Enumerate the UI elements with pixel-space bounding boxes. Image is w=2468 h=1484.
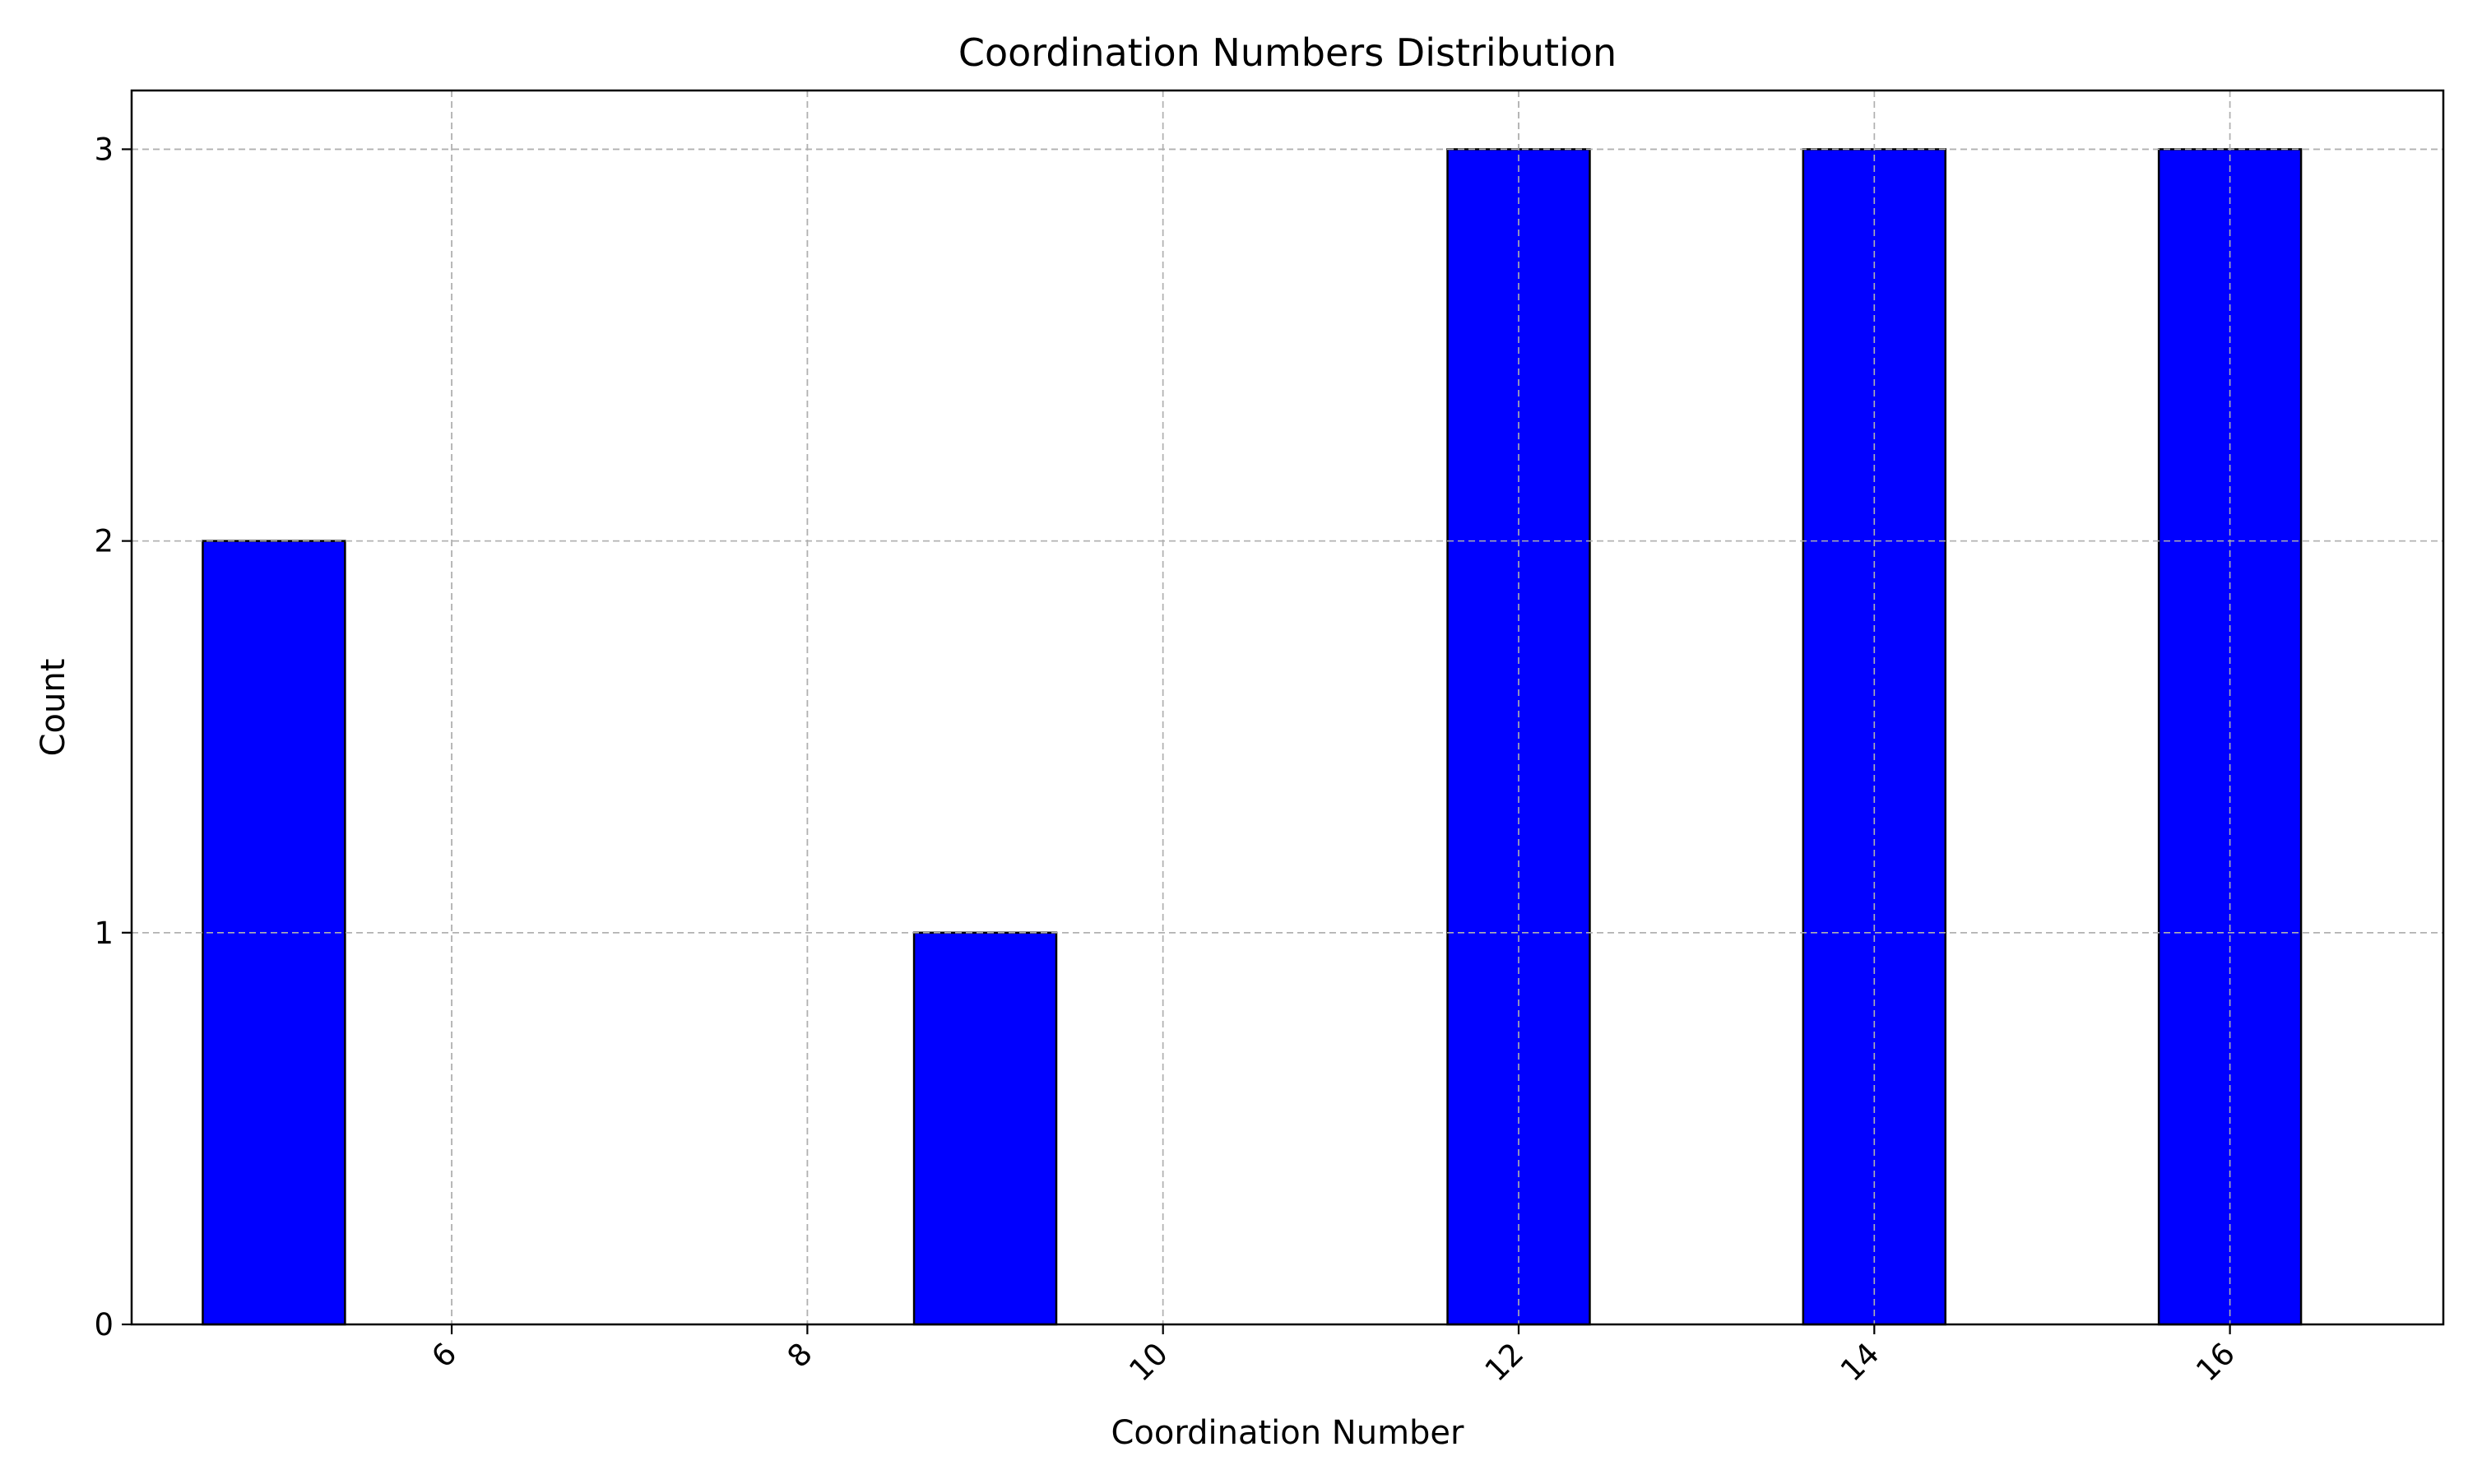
y-tick-label: 2 [94,524,114,559]
y-axis-label: Count [35,659,72,757]
bars [132,90,2443,1326]
chart-title: Coordination Numbers Distribution [958,30,1617,75]
bar [912,931,1058,1326]
x-axis-label: Coordination Number [1111,1414,1464,1452]
y-tick-label: 0 [94,1307,114,1343]
grid-overlay [132,90,2443,1325]
plot-frame [130,89,2445,1326]
y-tick-label: 3 [94,132,114,167]
y-tick-label: 1 [94,916,114,951]
y-axis-ticks: 0 1 2 3 [94,132,132,1343]
